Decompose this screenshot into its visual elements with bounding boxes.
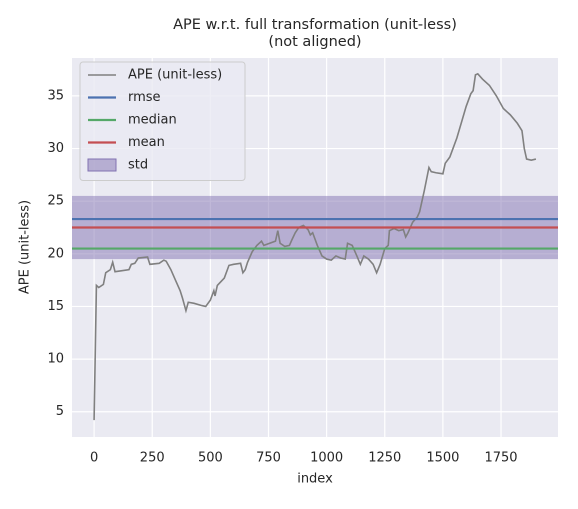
legend-swatch [87, 158, 117, 172]
chart-title: APE w.r.t. full transformation (unit-les… [173, 17, 457, 33]
y-tick-label: 20 [47, 246, 64, 261]
legend-label: mean [128, 135, 165, 150]
x-tick-label: 0 [90, 451, 98, 466]
x-tick-label: 1000 [310, 451, 343, 466]
y-tick-label: 25 [47, 194, 64, 209]
legend-label: std [128, 158, 148, 173]
legend-label: APE (unit-less) [128, 68, 222, 83]
x-tick-label: 1500 [426, 451, 459, 466]
x-tick-label: 500 [198, 451, 223, 466]
legend-box [79, 61, 246, 181]
y-tick-label: 5 [56, 404, 64, 419]
legend-label: median [128, 113, 177, 128]
x-tick-label: 1250 [368, 451, 401, 466]
x-axis-label: index [297, 472, 333, 487]
legend-label: rmse [128, 90, 161, 105]
y-tick-label: 15 [47, 299, 64, 314]
chart-subtitle: (not aligned) [268, 34, 361, 50]
x-tick-label: 250 [140, 451, 165, 466]
ape-line [93, 72, 537, 421]
y-tick-label: 30 [47, 141, 64, 156]
x-tick-label: 1750 [484, 451, 517, 466]
y-axis-label: APE (unit-less) [18, 200, 33, 294]
x-tick-label: 750 [256, 451, 281, 466]
y-tick-label: 35 [47, 88, 64, 103]
y-tick-label: 10 [47, 352, 64, 367]
